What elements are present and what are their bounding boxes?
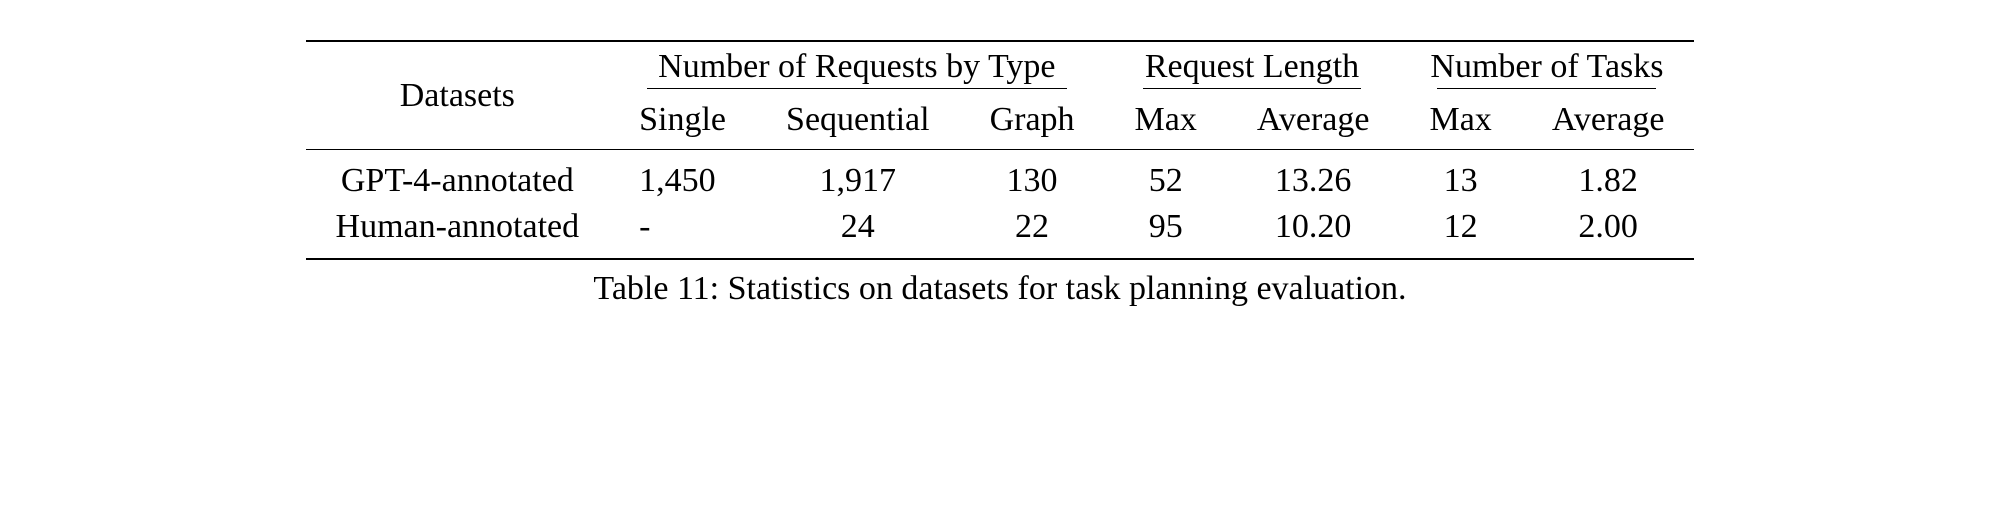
- table-caption: Table 11: Statistics on datasets for tas…: [593, 270, 1406, 308]
- cmidrule-group1: [647, 88, 1066, 89]
- cell-sequential: 1,917: [756, 150, 960, 205]
- header-group-requests-type-label: Number of Requests by Type: [639, 48, 1074, 86]
- header-group-num-tasks: Number of Tasks: [1399, 41, 1694, 101]
- data-table: Datasets Number of Requests by Type Requ…: [306, 40, 1695, 260]
- cell-graph: 130: [960, 150, 1105, 205]
- cell-max2: 13: [1399, 150, 1521, 205]
- cell-graph: 22: [960, 204, 1105, 259]
- subheader-avg1: Average: [1227, 101, 1400, 150]
- subheader-graph: Graph: [960, 101, 1105, 150]
- cell-max2: 12: [1399, 204, 1521, 259]
- cmidrule-group3: [1437, 88, 1656, 89]
- subheader-max2: Max: [1399, 101, 1521, 150]
- header-group-request-length: Request Length: [1105, 41, 1400, 101]
- header-group-requests-type: Number of Requests by Type: [609, 41, 1104, 101]
- cell-avg2: 1.82: [1522, 150, 1695, 205]
- cell-sequential: 24: [756, 204, 960, 259]
- cell-avg1: 10.20: [1227, 204, 1400, 259]
- table-header-row-groups: Datasets Number of Requests by Type Requ…: [306, 41, 1695, 101]
- cell-dataset-name: Human-annotated: [306, 204, 610, 259]
- subheader-sequential: Sequential: [756, 101, 960, 150]
- cell-single: 1,450: [609, 150, 756, 205]
- cell-dataset-name: GPT-4-annotated: [306, 150, 610, 205]
- cmidrule-group2: [1143, 88, 1362, 89]
- table-row: Human-annotated - 24 22 95 10.20 12 2.00: [306, 204, 1695, 259]
- header-group-request-length-label: Request Length: [1135, 48, 1370, 86]
- header-datasets: Datasets: [306, 41, 610, 150]
- subheader-single: Single: [609, 101, 756, 150]
- table-wrapper: Datasets Number of Requests by Type Requ…: [60, 40, 1940, 308]
- cell-max1: 95: [1105, 204, 1227, 259]
- header-group-num-tasks-label: Number of Tasks: [1429, 48, 1664, 86]
- cell-max1: 52: [1105, 150, 1227, 205]
- cell-avg2: 2.00: [1522, 204, 1695, 259]
- table-row: GPT-4-annotated 1,450 1,917 130 52 13.26…: [306, 150, 1695, 205]
- subheader-max1: Max: [1105, 101, 1227, 150]
- cell-avg1: 13.26: [1227, 150, 1400, 205]
- subheader-avg2: Average: [1522, 101, 1695, 150]
- cell-single: -: [609, 204, 756, 259]
